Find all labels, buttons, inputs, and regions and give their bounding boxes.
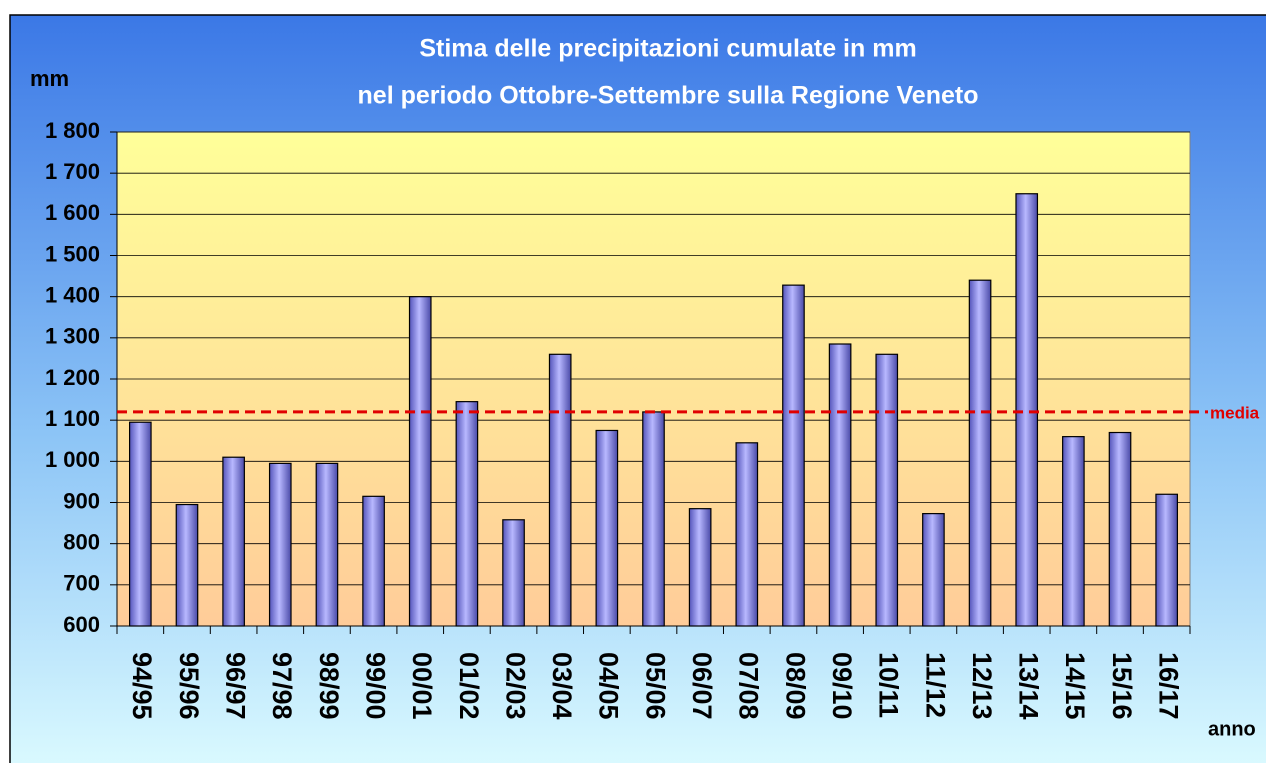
x-tick-label: 05/06: [640, 652, 670, 720]
y-tick-label: 1 600: [45, 200, 100, 225]
x-tick-label: 13/14: [1014, 652, 1044, 720]
y-tick-label: 1 100: [45, 406, 100, 431]
chart-title: Stima delle precipitazioni cumulate in m…: [419, 35, 916, 63]
bar: [222, 456, 245, 627]
x-tick-label: 10/11: [874, 652, 904, 718]
x-tick-label: 96/97: [221, 652, 251, 720]
bar: [268, 462, 292, 627]
x-tick-label: 04/05: [594, 652, 624, 720]
bar: [922, 513, 945, 627]
bar: [548, 353, 572, 627]
y-tick-label: 1 300: [45, 324, 100, 349]
y-tick-label: 1 400: [45, 282, 100, 307]
bar: [128, 421, 152, 627]
x-tick-label: 12/13: [967, 652, 997, 720]
bar: [1108, 431, 1132, 627]
bar: [175, 503, 199, 627]
x-tick-label: 08/09: [780, 652, 810, 720]
x-tick-label: 14/15: [1060, 652, 1090, 720]
bar: [362, 495, 385, 627]
y-tick-label: 1 700: [45, 159, 100, 184]
x-tick-label: 06/07: [687, 652, 717, 720]
y-tick-label: 600: [63, 612, 100, 637]
bar: [455, 401, 479, 627]
bar: [595, 429, 619, 627]
bar: [688, 508, 712, 627]
x-tick-label: 15/16: [1107, 652, 1137, 720]
y-tick-label: 900: [63, 488, 100, 513]
x-tick-label: 00/01: [407, 652, 437, 720]
bar: [1015, 193, 1039, 627]
x-tick-label: 97/98: [267, 652, 297, 720]
bar: [408, 296, 432, 627]
bar: [642, 411, 665, 627]
bar: [502, 519, 525, 627]
x-axis-label: anno: [1208, 718, 1256, 740]
bar: [968, 279, 992, 627]
bar: [735, 442, 759, 627]
y-tick-label: 1 000: [45, 447, 100, 472]
bar: [1155, 493, 1179, 627]
y-tick-label: 1 500: [45, 241, 100, 266]
x-tick-label: 99/00: [360, 652, 390, 720]
x-tick-label: 98/99: [314, 652, 344, 720]
x-tick-label: 01/02: [454, 652, 484, 720]
y-tick-label: 1 800: [45, 118, 100, 143]
y-tick-label: 1 200: [45, 365, 100, 390]
y-axis-label: mm: [30, 66, 69, 91]
x-tick-label: 95/96: [174, 652, 204, 720]
bar: [315, 462, 339, 627]
bar: [828, 343, 852, 627]
x-tick-label: 03/04: [547, 652, 577, 720]
x-tick-label: 02/03: [500, 652, 530, 720]
mean-label: media: [1210, 403, 1260, 422]
x-tick-label: 09/10: [827, 652, 857, 720]
bar: [1062, 436, 1085, 627]
x-tick-label: 94/95: [127, 652, 157, 720]
bar: [875, 353, 899, 627]
x-tick-label: 16/17: [1154, 652, 1184, 720]
chart-subtitle: nel periodo Ottobre-Settembre sulla Regi…: [358, 82, 979, 110]
x-tick-label: 11/12: [920, 652, 950, 718]
y-tick-label: 800: [63, 529, 100, 554]
bar: [782, 284, 805, 627]
x-tick-label: 07/08: [734, 652, 764, 720]
y-tick-label: 700: [63, 571, 100, 596]
